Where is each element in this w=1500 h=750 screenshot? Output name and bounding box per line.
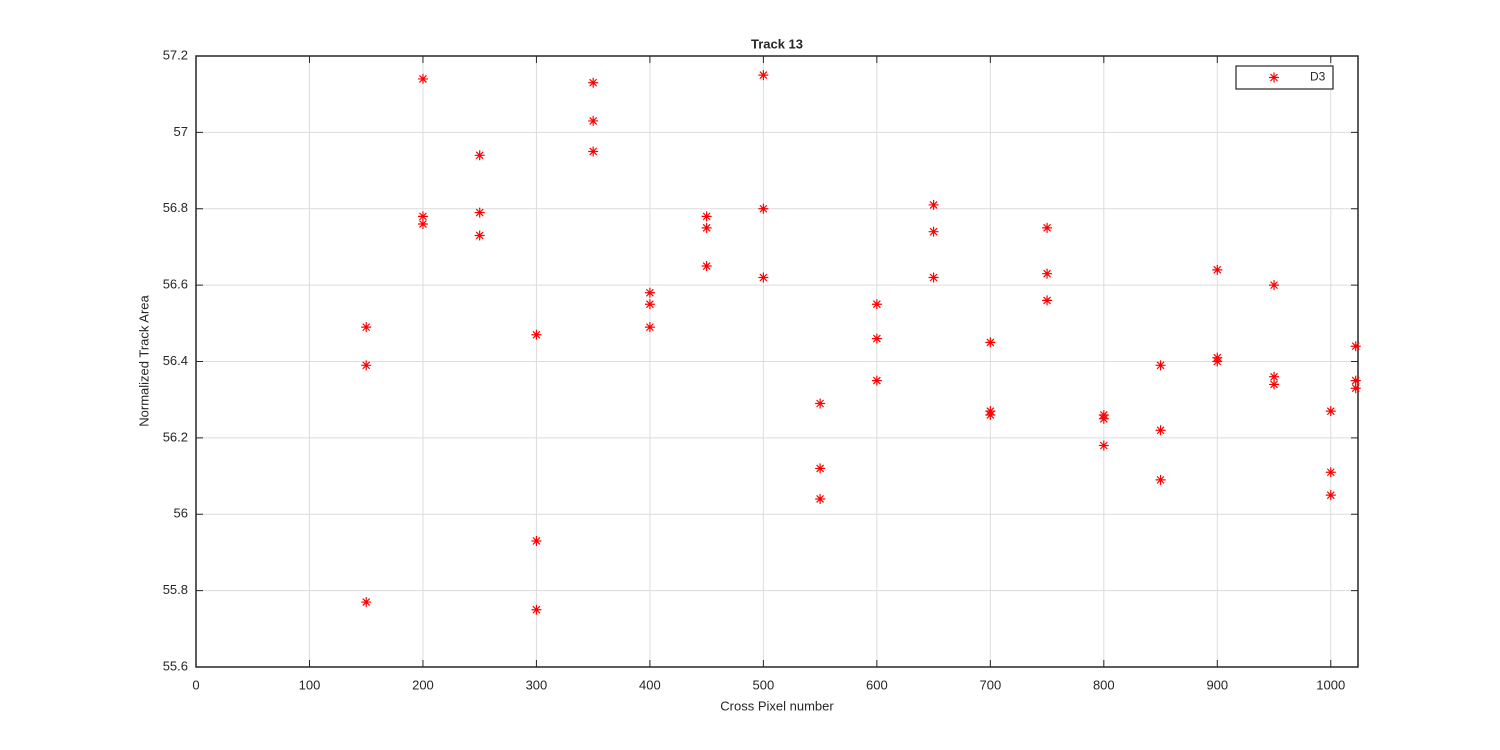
legend-label: D3 <box>1310 70 1326 84</box>
data-point <box>474 150 485 161</box>
x-tick-label: 700 <box>979 677 1001 692</box>
data-point <box>1325 467 1336 478</box>
data-point <box>531 535 542 546</box>
data-point <box>588 115 599 126</box>
data-point <box>361 360 372 371</box>
data-point <box>701 222 712 233</box>
legend-box <box>1235 65 1334 90</box>
data-point <box>1155 474 1166 485</box>
data-point <box>1042 268 1053 279</box>
data-point <box>1212 356 1223 367</box>
data-point <box>474 207 485 218</box>
data-point <box>1325 406 1336 417</box>
data-point <box>474 230 485 241</box>
x-tick-label: 300 <box>526 677 548 692</box>
data-point <box>928 226 939 237</box>
x-tick-label: 900 <box>1206 677 1228 692</box>
data-point <box>1212 264 1223 275</box>
data-point <box>417 219 428 230</box>
data-point <box>701 211 712 222</box>
data-point <box>871 299 882 310</box>
y-tick-label: 56.2 <box>163 429 188 444</box>
data-point <box>361 322 372 333</box>
data-point <box>531 604 542 615</box>
data-point <box>928 199 939 210</box>
data-point <box>1269 371 1280 382</box>
data-point <box>1350 375 1361 386</box>
data-point <box>531 329 542 340</box>
data-point <box>758 272 769 283</box>
data-point <box>1350 341 1361 352</box>
plot-frame <box>195 55 1359 668</box>
x-tick-label: 500 <box>753 677 775 692</box>
y-tick-label: 56.6 <box>163 277 188 292</box>
data-point <box>758 203 769 214</box>
x-tick-label: 800 <box>1093 677 1115 692</box>
data-point <box>701 261 712 272</box>
data-point <box>815 463 826 474</box>
y-tick-label: 57.2 <box>163 47 188 62</box>
y-axis-label: Normalized Track Area <box>136 294 151 426</box>
data-point <box>1098 413 1109 424</box>
x-tick-label: 100 <box>299 677 321 692</box>
data-point <box>1042 222 1053 233</box>
data-point <box>1042 295 1053 306</box>
data-point <box>871 375 882 386</box>
data-point <box>1269 280 1280 291</box>
data-point <box>1155 425 1166 436</box>
y-tick-label: 56.8 <box>163 200 188 215</box>
y-tick-label: 56 <box>174 506 188 521</box>
data-point <box>1325 490 1336 501</box>
data-point <box>417 73 428 84</box>
data-point <box>1269 379 1280 390</box>
y-tick-label: 55.6 <box>163 658 188 673</box>
data-point <box>985 409 996 420</box>
y-tick-label: 57 <box>174 124 188 139</box>
data-point <box>588 77 599 88</box>
data-point <box>361 597 372 608</box>
data-point <box>644 287 655 298</box>
data-point <box>928 272 939 283</box>
x-tick-label: 1000 <box>1316 677 1345 692</box>
x-tick-label: 0 <box>192 677 199 692</box>
data-point <box>1155 360 1166 371</box>
chart-title: Track 13 <box>751 36 803 51</box>
data-point <box>644 322 655 333</box>
legend-marker <box>1269 72 1279 83</box>
data-point <box>644 299 655 310</box>
x-tick-label: 200 <box>412 677 434 692</box>
data-point <box>871 333 882 344</box>
data-point <box>1098 440 1109 451</box>
data-point <box>815 493 826 504</box>
x-tick-label: 600 <box>866 677 888 692</box>
data-point <box>758 70 769 81</box>
x-axis-label: Cross Pixel number <box>720 698 834 713</box>
data-point <box>815 398 826 409</box>
x-tick-label: 400 <box>639 677 661 692</box>
data-point <box>588 146 599 157</box>
y-tick-label: 55.8 <box>163 582 188 597</box>
data-point <box>417 211 428 222</box>
data-point <box>1350 383 1361 394</box>
y-tick-label: 56.4 <box>163 353 188 368</box>
data-point <box>985 337 996 348</box>
